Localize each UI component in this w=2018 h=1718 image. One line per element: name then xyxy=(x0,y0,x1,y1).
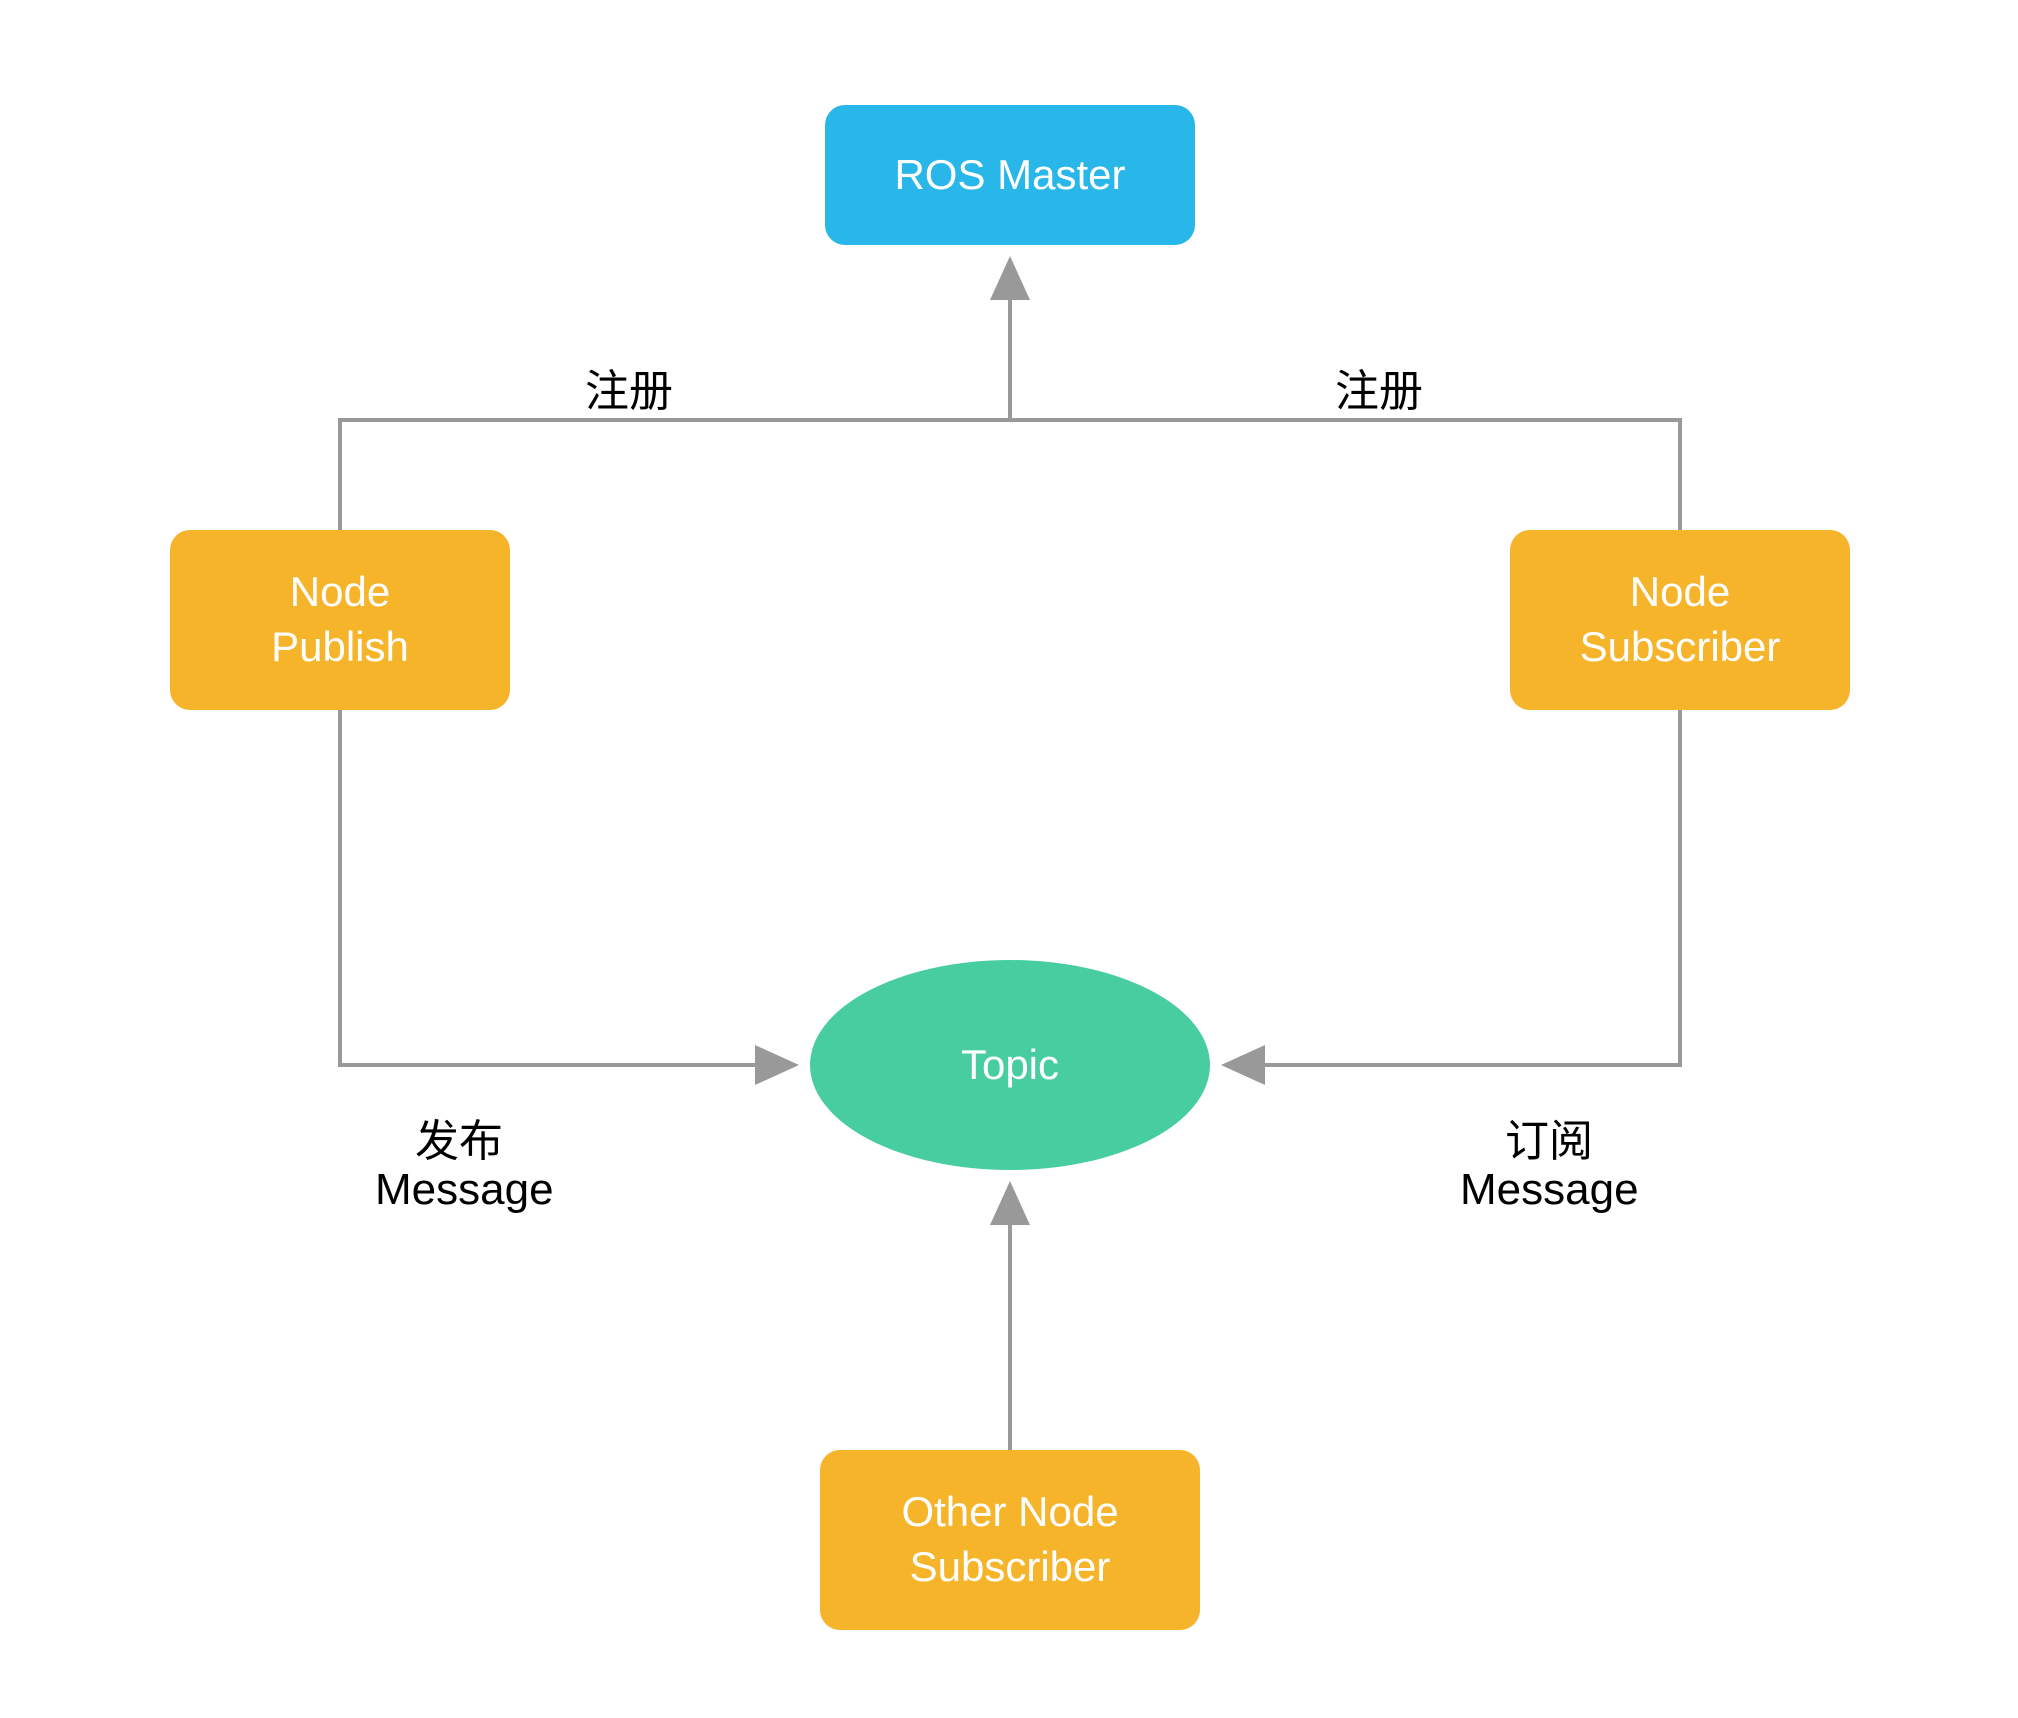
node-publish-text: Node Publish xyxy=(271,565,409,674)
label-subscribe-msg-line2: Message xyxy=(1460,1165,1639,1215)
label-publish-msg-line2: Message xyxy=(375,1165,554,1215)
node-ros-master-label: ROS Master xyxy=(894,151,1125,199)
node-subscriber-text: Node Subscriber xyxy=(1580,565,1781,674)
edge-subscriber-to-master xyxy=(1010,420,1680,530)
edge-subscriber-to-topic xyxy=(1225,710,1680,1065)
node-subscriber-line2: Subscriber xyxy=(1580,620,1781,675)
node-other-line2: Subscriber xyxy=(901,1540,1118,1595)
label-publish-msg-line1: 发布 xyxy=(415,1105,503,1169)
edge-publish-to-topic xyxy=(340,710,795,1065)
label-register-left: 注册 xyxy=(585,355,673,419)
node-other-text: Other Node Subscriber xyxy=(901,1485,1118,1594)
node-topic-label: Topic xyxy=(961,1041,1059,1089)
label-subscribe-msg-line1: 订阅 xyxy=(1505,1105,1593,1169)
node-publish-line1: Node xyxy=(271,565,409,620)
edge-publish-to-master xyxy=(340,260,1010,530)
node-subscriber: Node Subscriber xyxy=(1510,530,1850,710)
node-other-subscriber: Other Node Subscriber xyxy=(820,1450,1200,1630)
node-publish: Node Publish xyxy=(170,530,510,710)
ros-diagram: ROS Master Node Publish Node Subscriber … xyxy=(0,0,2018,1718)
node-publish-line2: Publish xyxy=(271,620,409,675)
node-other-line1: Other Node xyxy=(901,1485,1118,1540)
label-register-right: 注册 xyxy=(1335,355,1423,419)
node-subscriber-line1: Node xyxy=(1580,565,1781,620)
node-ros-master: ROS Master xyxy=(825,105,1195,245)
node-topic: Topic xyxy=(810,960,1210,1170)
